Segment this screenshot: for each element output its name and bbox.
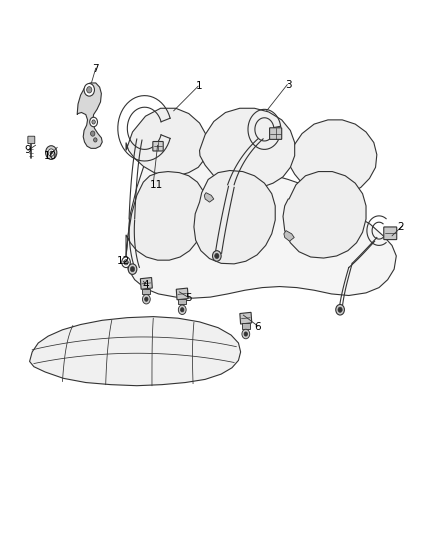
- Circle shape: [215, 253, 219, 259]
- FancyBboxPatch shape: [384, 227, 397, 240]
- Polygon shape: [194, 171, 275, 264]
- Text: 12: 12: [117, 256, 130, 266]
- Circle shape: [131, 266, 134, 272]
- Polygon shape: [140, 278, 152, 289]
- Circle shape: [122, 257, 131, 268]
- Text: 3: 3: [285, 79, 292, 90]
- Circle shape: [46, 146, 57, 159]
- Polygon shape: [240, 312, 252, 324]
- Text: 1: 1: [196, 81, 203, 91]
- FancyBboxPatch shape: [153, 141, 163, 151]
- Circle shape: [242, 329, 250, 339]
- Polygon shape: [242, 324, 250, 329]
- Polygon shape: [283, 172, 366, 258]
- Circle shape: [87, 87, 92, 93]
- Circle shape: [92, 120, 95, 124]
- Polygon shape: [178, 299, 186, 304]
- Polygon shape: [77, 83, 102, 148]
- Polygon shape: [288, 120, 377, 197]
- Polygon shape: [200, 108, 295, 189]
- Circle shape: [145, 297, 148, 301]
- Circle shape: [94, 138, 97, 142]
- Polygon shape: [126, 172, 205, 260]
- Text: 4: 4: [142, 280, 149, 290]
- Polygon shape: [30, 317, 240, 386]
- Text: 7: 7: [92, 64, 99, 74]
- Polygon shape: [126, 108, 208, 176]
- Circle shape: [180, 308, 184, 312]
- Circle shape: [48, 149, 54, 156]
- Circle shape: [142, 294, 150, 304]
- Circle shape: [84, 84, 95, 96]
- Circle shape: [244, 332, 247, 336]
- Polygon shape: [142, 289, 150, 294]
- Polygon shape: [126, 130, 396, 298]
- Circle shape: [212, 251, 221, 261]
- Text: 10: 10: [44, 151, 57, 161]
- Circle shape: [338, 307, 342, 312]
- Circle shape: [90, 117, 98, 127]
- Polygon shape: [204, 192, 214, 202]
- Text: 5: 5: [185, 293, 192, 303]
- Text: 2: 2: [397, 222, 404, 232]
- FancyBboxPatch shape: [270, 128, 282, 140]
- FancyBboxPatch shape: [28, 136, 35, 143]
- Text: 11: 11: [150, 180, 163, 190]
- Circle shape: [124, 260, 128, 265]
- Text: 9: 9: [25, 146, 31, 156]
- Circle shape: [178, 305, 186, 314]
- Polygon shape: [284, 231, 294, 241]
- Circle shape: [91, 131, 95, 136]
- Text: 6: 6: [254, 322, 261, 332]
- Polygon shape: [176, 288, 188, 300]
- Circle shape: [50, 151, 53, 154]
- Circle shape: [336, 304, 344, 315]
- Circle shape: [128, 264, 137, 274]
